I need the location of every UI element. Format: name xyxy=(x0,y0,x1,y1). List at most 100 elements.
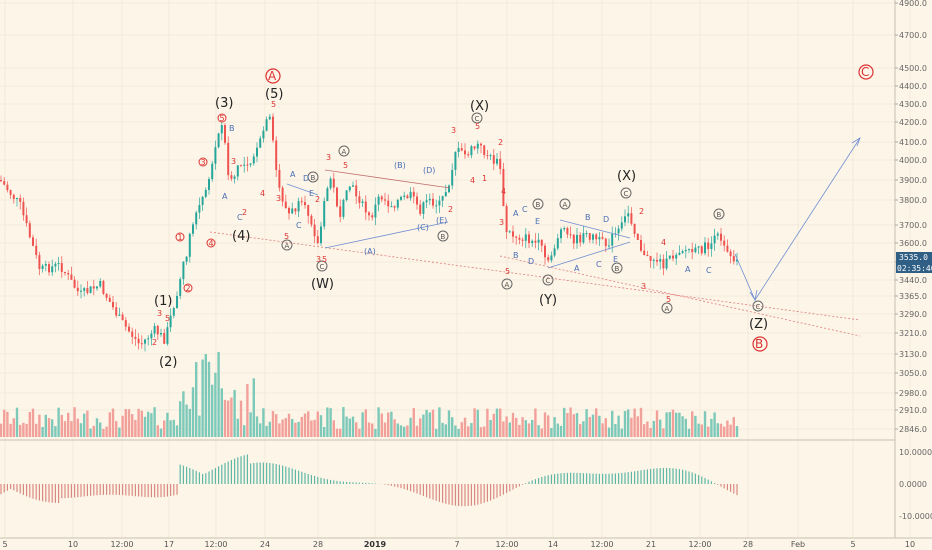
candle-body xyxy=(249,163,252,165)
candle-body xyxy=(54,263,57,267)
volume-bar xyxy=(99,422,102,437)
volume-bar xyxy=(35,423,38,437)
volume-bar xyxy=(287,413,291,437)
candle-body xyxy=(156,325,159,335)
circled-c-5: C xyxy=(756,303,761,311)
candle-body xyxy=(0,180,2,182)
volume-bar xyxy=(83,413,86,437)
wave-label-x2: (X) xyxy=(617,169,636,184)
candle-body xyxy=(608,245,610,247)
circled-a-2: A xyxy=(285,242,290,250)
volume-bar xyxy=(374,428,377,437)
candle-body xyxy=(96,286,98,289)
candle-body xyxy=(646,254,649,257)
candlesticks xyxy=(0,113,738,352)
volume-bar xyxy=(364,409,367,437)
price-axis[interactable]: 4900.0 4700.0 4500.0 4400.0 4300.0 4200.0 4100… xyxy=(895,0,927,434)
volume-bar xyxy=(406,425,409,437)
volume-bar xyxy=(31,408,35,437)
volume-bar xyxy=(348,418,351,437)
candle-body xyxy=(172,308,175,316)
svg-text:C: C xyxy=(237,213,243,222)
candle-body xyxy=(44,264,47,266)
svg-text:5: 5 xyxy=(343,161,348,170)
candle-body xyxy=(169,315,172,328)
indicator-histogram xyxy=(0,454,738,507)
candle-body xyxy=(278,169,281,188)
volume-bar xyxy=(563,407,566,437)
time-tick: 10 xyxy=(905,540,915,549)
volume-bar xyxy=(447,410,451,437)
price-tick: 4900.0 xyxy=(899,0,927,8)
candle-body xyxy=(649,256,652,261)
wave-label-z: (Z) xyxy=(749,317,768,332)
candle-body xyxy=(588,233,591,240)
volume-bar xyxy=(86,410,89,437)
candle-body xyxy=(521,239,524,241)
candle-body xyxy=(700,246,703,254)
candle-body xyxy=(537,239,540,243)
candle-body xyxy=(499,158,502,169)
candle-body xyxy=(364,201,367,213)
wave-label-4: (4) xyxy=(232,229,250,244)
time-axis[interactable]: 5 10 12:00 17 12:00 24 28 2019 7 12:00 14 12:00 21 12… xyxy=(2,540,915,549)
degree-labels: A B C xyxy=(265,64,874,352)
volume-bar xyxy=(387,412,390,437)
candle-body xyxy=(531,240,534,244)
candle-body xyxy=(323,201,326,227)
volume-bar xyxy=(419,418,422,437)
volume-bar xyxy=(195,362,198,437)
volume-bar xyxy=(105,426,108,437)
svg-text:1: 1 xyxy=(482,174,487,183)
volume-bar xyxy=(351,416,355,437)
candle-body xyxy=(352,185,354,187)
candle-body xyxy=(236,165,239,177)
volume-bar xyxy=(598,415,601,437)
time-tick: 24 xyxy=(260,540,270,549)
candle-body xyxy=(316,236,319,244)
candle-body xyxy=(467,154,470,156)
indicator-axis[interactable]: 10.0000 0.0000 -10.0000 xyxy=(899,448,932,521)
major-wave-labels: (1) (2) (3) (4) (5) (W) (X) (Y) (X) (Z) xyxy=(154,87,768,370)
circled-c-1: C xyxy=(320,263,325,271)
candle-body xyxy=(569,234,572,236)
candle-body xyxy=(179,279,182,296)
candle-body xyxy=(3,181,6,185)
candle-body xyxy=(64,271,66,274)
volume-bar xyxy=(339,428,342,437)
candle-body xyxy=(265,119,268,131)
volume-bar xyxy=(643,424,646,437)
volume-bar xyxy=(579,424,582,437)
time-tick: 12:00 xyxy=(495,540,518,549)
candle-body xyxy=(230,175,233,179)
candle-body xyxy=(80,290,82,292)
candle-body xyxy=(272,116,274,141)
volume-bar xyxy=(639,407,643,437)
svg-text:2: 2 xyxy=(315,195,320,204)
last-price-tag: 3535.0 02:35:46 xyxy=(896,252,932,273)
volume-bar xyxy=(460,422,463,437)
candle-body xyxy=(640,239,642,251)
candle-body xyxy=(704,242,706,254)
volume-bar xyxy=(275,414,278,437)
volume-bar xyxy=(556,423,559,437)
candle-body xyxy=(412,191,415,197)
volume-bar xyxy=(668,412,671,437)
volume-bar xyxy=(431,409,435,437)
volume-bar xyxy=(255,416,259,437)
volume-bar xyxy=(652,420,655,437)
time-tick: 21 xyxy=(646,540,656,549)
volume-bar xyxy=(307,411,310,437)
candle-body xyxy=(310,215,313,225)
svg-text:C: C xyxy=(522,205,528,214)
candle-body xyxy=(633,223,636,234)
last-price-value: 3535.0 xyxy=(899,253,928,262)
volume-bar xyxy=(617,415,620,437)
volume-bar xyxy=(316,411,319,437)
candle-body xyxy=(240,165,242,167)
volume-bar xyxy=(531,419,534,437)
circled-red-5: 5 xyxy=(220,114,225,123)
volume-bar xyxy=(313,419,316,437)
svg-text:C: C xyxy=(596,260,602,269)
